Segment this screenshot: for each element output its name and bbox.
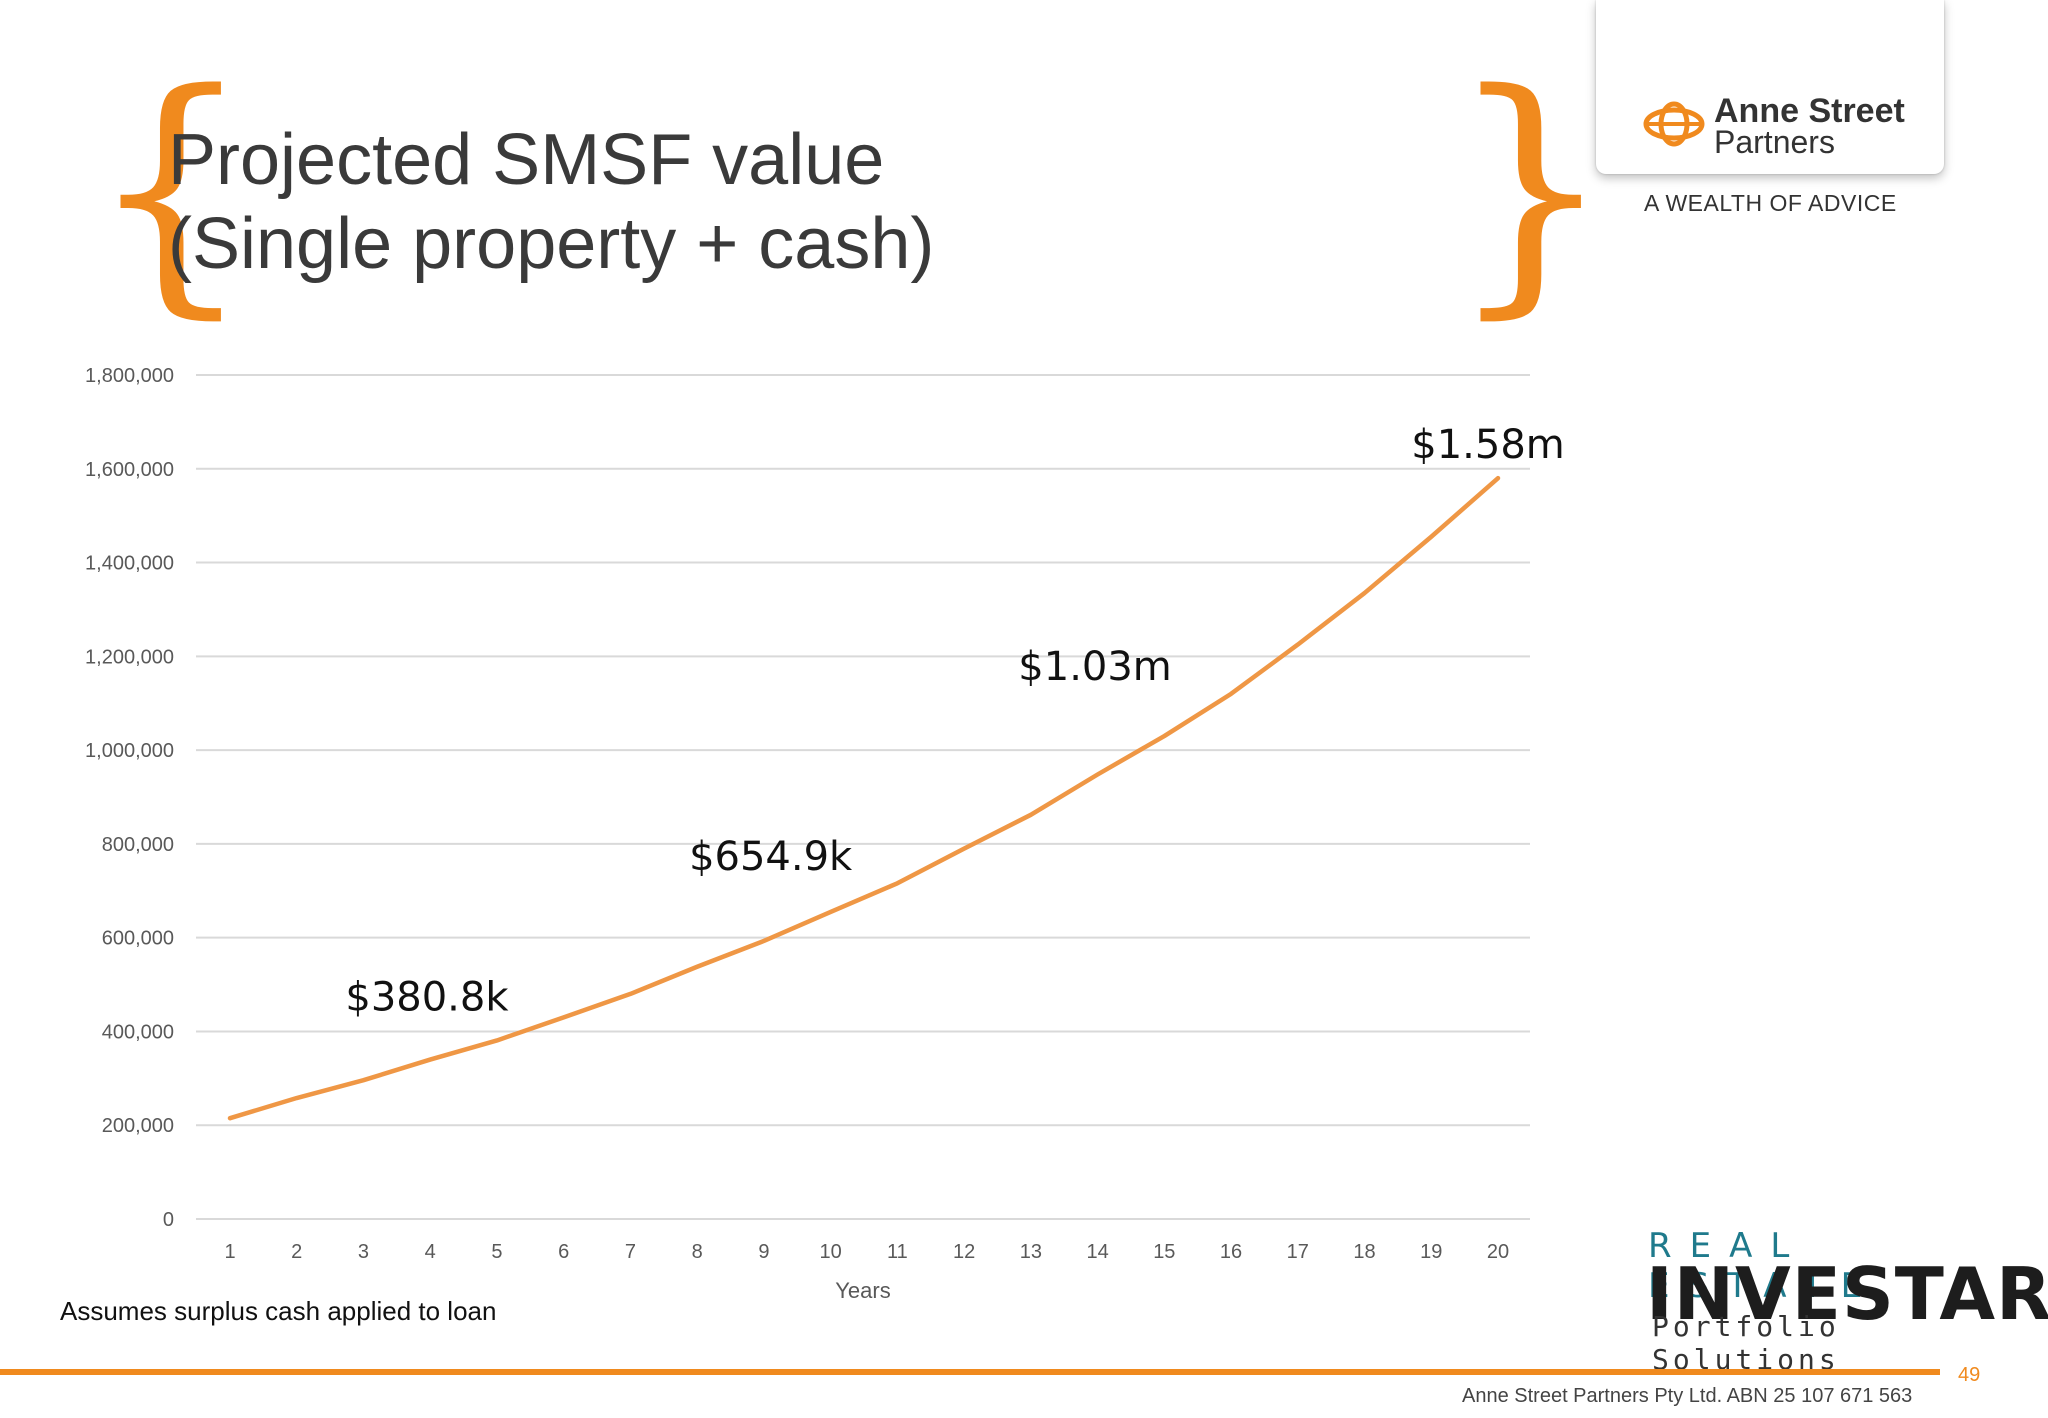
- title-line-1: Projected SMSF value: [168, 120, 885, 200]
- x-tick-label: 19: [1420, 1241, 1442, 1263]
- data-label: $654.9k: [689, 834, 853, 880]
- data-label: $1.58m: [1411, 422, 1564, 468]
- x-tick-label: 15: [1153, 1241, 1175, 1263]
- title-line-2: (Single property + cash): [168, 204, 935, 284]
- x-tick-label: 3: [358, 1241, 369, 1263]
- anne-street-logo-card: Anne Street Partners: [1596, 0, 1944, 174]
- x-tick-label: 17: [1287, 1241, 1309, 1263]
- chart-y-tick-labels: 0 200,000 400,000 600,000 800,000 1,000,000 1,…: [85, 365, 174, 1231]
- chart-x-tick-labels: 1 2 3 4 5 6 7 8 9 10 11 12 13 14 15 16 17 18 19 20: [224, 1241, 1509, 1263]
- anne-street-logo-icon: [1643, 101, 1705, 147]
- x-tick-label: 13: [1020, 1241, 1042, 1263]
- series-line: [227, 475, 1501, 1121]
- y-tick-label: 400,000: [102, 1021, 174, 1043]
- chart-series: [227, 475, 1501, 1121]
- x-tick-label: 18: [1353, 1241, 1375, 1263]
- slide-title: Projected SMSF value (Single property + …: [168, 118, 934, 286]
- x-tick-label: 2: [291, 1241, 302, 1263]
- company-footer: Anne Street Partners Pty Ltd. ABN 25 107…: [1462, 1385, 1913, 1407]
- y-tick-label: 1,200,000: [85, 646, 174, 668]
- chart-annotations: $380.8k $654.9k $1.03m $1.58m: [345, 422, 1564, 1020]
- y-tick-label: 600,000: [102, 928, 174, 950]
- x-tick-label: 16: [1220, 1241, 1242, 1263]
- data-label: $380.8k: [345, 974, 509, 1020]
- y-tick-label: 1,600,000: [85, 459, 174, 481]
- x-tick-label: 14: [1086, 1241, 1108, 1263]
- x-tick-label: 6: [558, 1241, 569, 1263]
- rei-logo-line-3: Portfolio Solutions: [1652, 1310, 1840, 1376]
- footer-divider: [0, 1369, 1940, 1375]
- page-number: 49: [1958, 1364, 1981, 1386]
- x-tick-label: 12: [953, 1241, 975, 1263]
- x-tick-label: 20: [1487, 1241, 1509, 1263]
- x-tick-label: 9: [758, 1241, 769, 1263]
- logo-tagline: A WEALTH OF ADVICE: [1644, 190, 1897, 216]
- x-tick-label: 10: [820, 1241, 842, 1263]
- x-tick-label: 1: [224, 1241, 235, 1263]
- y-tick-label: 800,000: [102, 834, 174, 856]
- data-label: $1.03m: [1018, 644, 1171, 690]
- rei-logo-line-2: INVESTAR: [1646, 1252, 2048, 1336]
- x-tick-label: 5: [491, 1241, 502, 1263]
- footnote: Assumes surplus cash applied to loan: [60, 1296, 497, 1326]
- y-tick-label: 1,000,000: [85, 740, 174, 762]
- logo-name-line-1: Anne Street: [1714, 92, 1905, 130]
- x-tick-label: 7: [625, 1241, 636, 1263]
- smsf-value-line-chart: 0 200,000 400,000 600,000 800,000 1,000,000 1,…: [85, 365, 1565, 1300]
- logo-name-line-2: Partners: [1714, 124, 1835, 160]
- y-tick-label: 200,000: [102, 1115, 174, 1137]
- x-tick-label: 4: [425, 1241, 436, 1263]
- left-brace-decoration: {: [88, 39, 254, 341]
- y-tick-label: 0: [163, 1209, 174, 1231]
- x-tick-label: 11: [887, 1241, 908, 1263]
- y-tick-label: 1,400,000: [85, 553, 174, 575]
- x-axis-label: Years: [835, 1278, 890, 1300]
- rei-logo-line-1: REAL ESTATE: [1648, 1226, 1881, 1306]
- chart-gridlines: [196, 374, 1530, 1220]
- right-brace-decoration: }: [1448, 39, 1614, 341]
- y-tick-label: 1,800,000: [85, 365, 174, 387]
- x-tick-label: 8: [692, 1241, 703, 1263]
